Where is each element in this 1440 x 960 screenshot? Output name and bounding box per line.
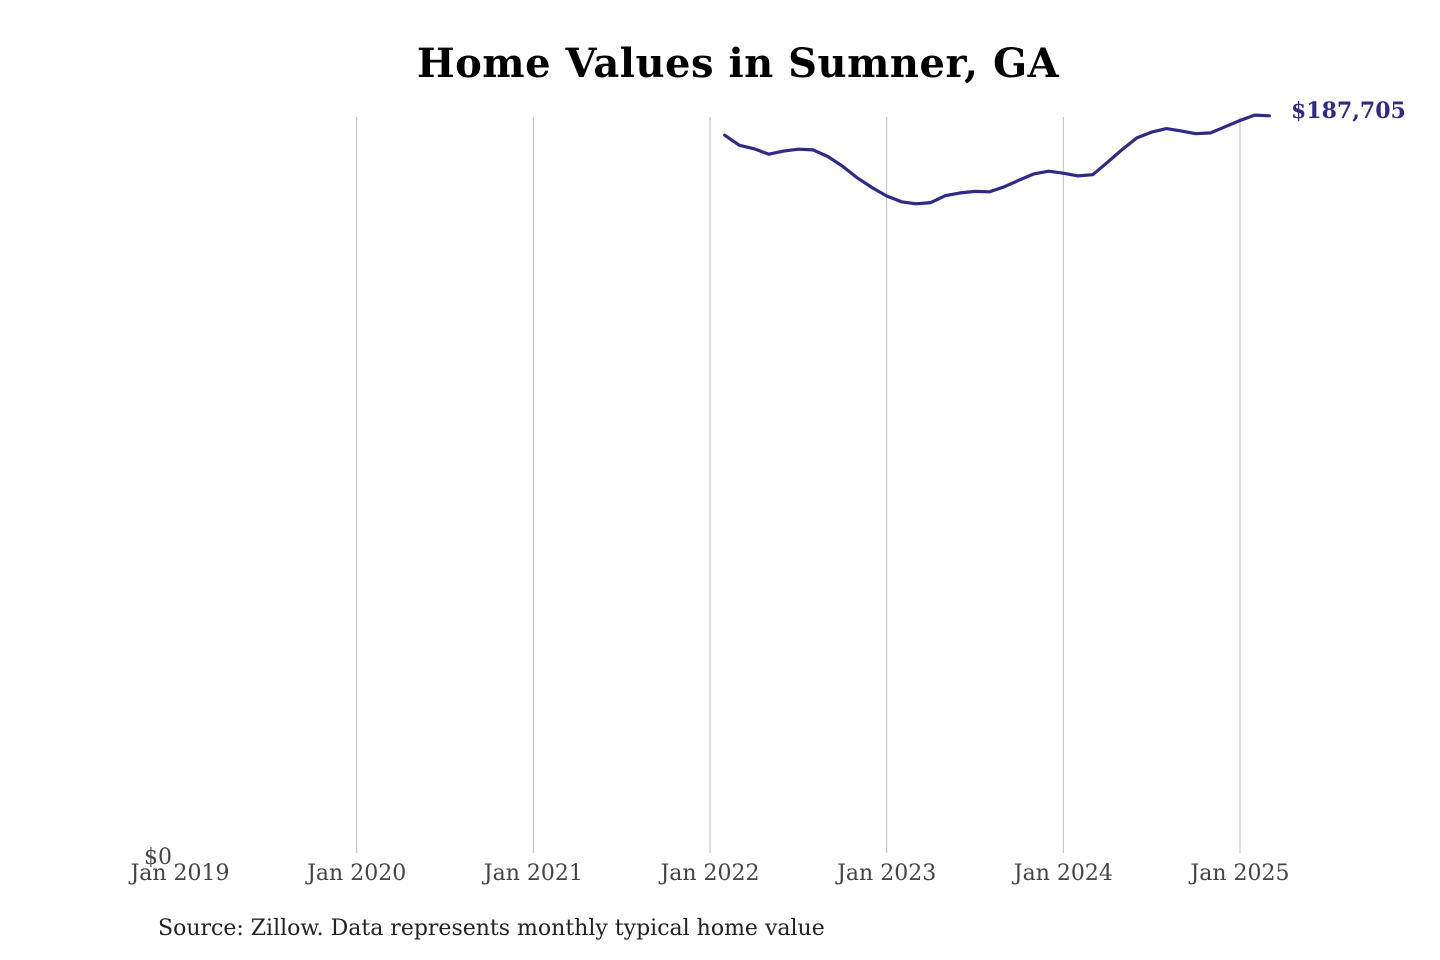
series-layer: $187,705 <box>723 98 1406 206</box>
x-tick-label: Jan 2023 <box>835 861 936 886</box>
x-tick-label: Jan 2025 <box>1188 861 1289 886</box>
gridlines <box>356 117 1241 853</box>
x-tick-label: Jan 2020 <box>305 861 406 886</box>
x-tick-label: Jan 2019 <box>128 861 229 886</box>
y-tick-label: $0 <box>144 845 172 870</box>
x-tick-label: Jan 2022 <box>658 861 759 886</box>
x-tick-label: Jan 2021 <box>482 861 583 886</box>
source-note: Source: Zillow. Data represents monthly … <box>158 916 825 941</box>
axis-labels: Jan 2019 Jan 2020 Jan 2021 Jan 2022 Jan 2023… <box>128 845 1289 886</box>
series-line <box>723 113 1271 206</box>
x-tick-label: Jan 2024 <box>1012 861 1113 886</box>
chart-title: Home Values in Sumner, GA <box>416 40 1060 87</box>
end-value-label: $187,705 <box>1291 98 1406 124</box>
